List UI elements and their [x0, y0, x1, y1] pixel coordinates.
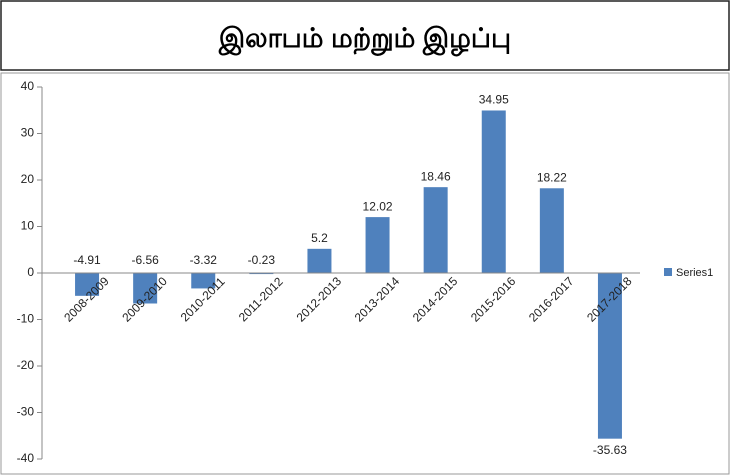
data-label: -35.63: [593, 443, 627, 457]
y-tick-label: 40: [21, 79, 35, 93]
data-label: -6.56: [131, 253, 159, 267]
bar: [75, 273, 100, 296]
data-label: -4.91: [73, 253, 101, 267]
bar: [481, 110, 506, 273]
y-tick-label: 20: [21, 172, 35, 186]
legend-label: Series1: [676, 267, 713, 279]
bar: [597, 273, 622, 439]
data-label: 18.22: [537, 170, 567, 184]
bar: [539, 188, 564, 273]
data-label: 12.02: [363, 199, 393, 213]
bar: [191, 273, 216, 289]
bar: [133, 273, 158, 304]
y-tick-label: 10: [21, 219, 35, 233]
bar: [249, 273, 274, 275]
chart-title: இலாபம் மற்றும் இழப்பு: [218, 23, 511, 57]
y-tick-label: -10: [17, 312, 35, 326]
data-label: -0.23: [248, 253, 276, 267]
y-tick-label: -30: [17, 405, 35, 419]
bar: [307, 248, 332, 273]
bar: [365, 217, 390, 273]
y-tick-label: -20: [17, 358, 35, 372]
title-box: [0, 0, 730, 71]
legend-swatch: [664, 268, 672, 276]
data-label: 34.95: [479, 93, 509, 107]
y-tick-label: -40: [17, 451, 35, 465]
data-label: 18.46: [421, 169, 451, 183]
data-label: 5.2: [311, 231, 328, 245]
bar: [423, 187, 448, 273]
y-tick-label: 30: [21, 126, 35, 140]
y-tick-label: 0: [27, 265, 34, 279]
data-label: -3.32: [190, 253, 218, 267]
